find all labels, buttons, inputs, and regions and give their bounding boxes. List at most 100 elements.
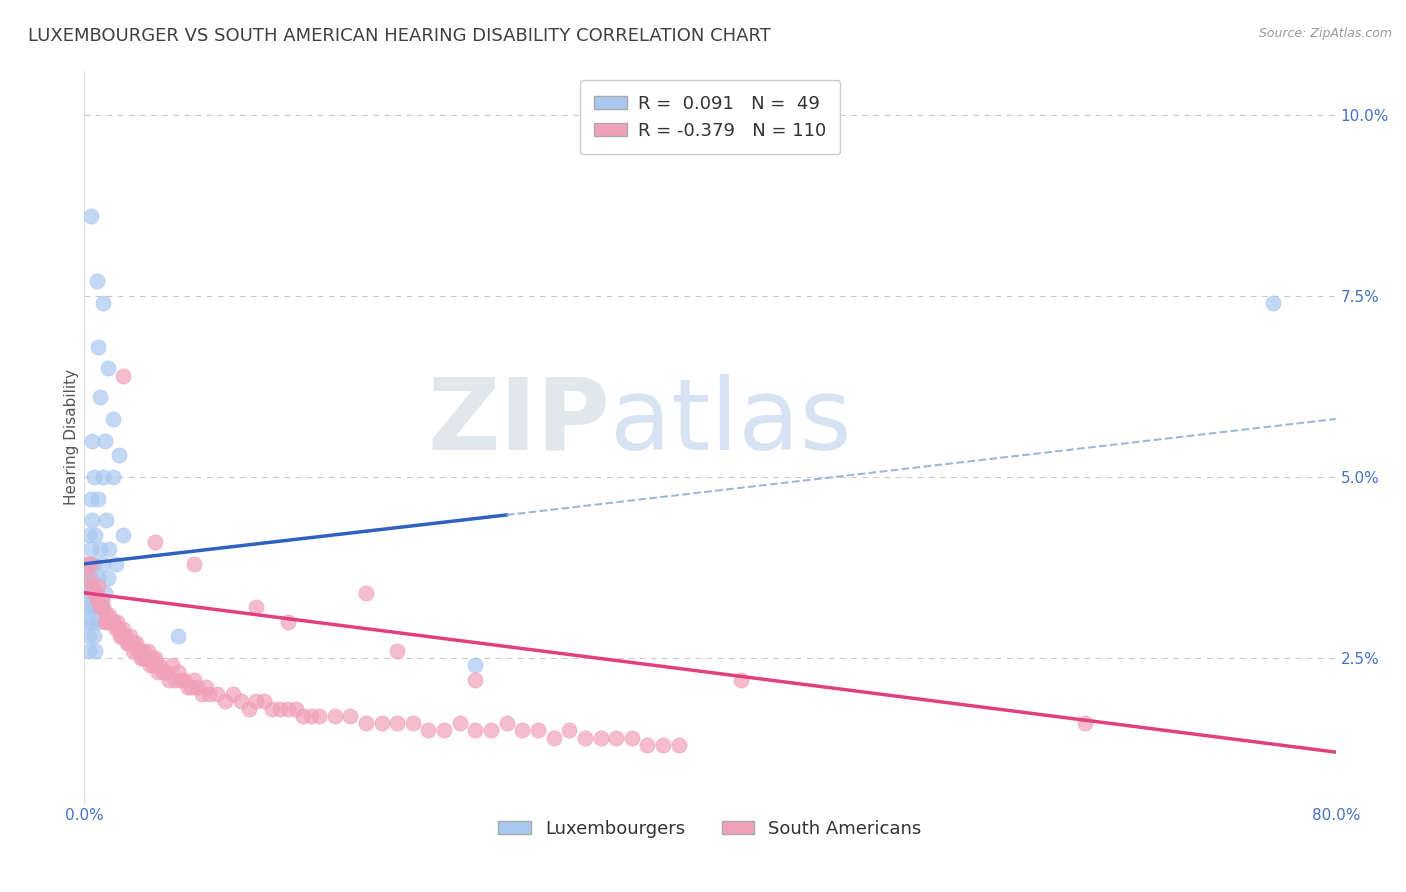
Point [79,491,101,506]
Point [83,557,105,571]
Legend: Luxembourgers, South Americans: Luxembourgers, South Americans [491,813,929,845]
Point [93,586,115,600]
Point [1074,716,1097,731]
Point [79,557,101,571]
Point [253,694,276,708]
Point [479,723,502,738]
Point [86,586,108,600]
Point [76,571,98,585]
Point [589,731,612,745]
Point [124,636,146,650]
Point [98,607,121,622]
Point [91,600,114,615]
Point [145,658,167,673]
Point [134,651,156,665]
Point [87,340,110,354]
Point [138,644,160,658]
Point [82,615,104,629]
Text: Source: ZipAtlas.com: Source: ZipAtlas.com [1258,27,1392,40]
Point [84,586,107,600]
Point [93,615,115,629]
Point [284,701,307,715]
Point [128,644,150,658]
Point [176,680,198,694]
Point [77,644,100,658]
Point [245,694,267,708]
Point [620,731,643,745]
Point [93,434,115,448]
Point [79,542,101,557]
Point [170,673,193,687]
Point [464,658,486,673]
Point [180,680,202,694]
Point [84,600,107,615]
Point [464,723,486,738]
Point [82,571,104,585]
Point [87,571,110,585]
Point [77,528,100,542]
Point [198,687,221,701]
Point [82,578,104,592]
Point [605,731,627,745]
Point [89,542,111,557]
Point [97,571,120,585]
Point [186,680,208,694]
Y-axis label: Hearing Disability: Hearing Disability [63,369,79,505]
Point [91,557,114,571]
Point [91,470,114,484]
Point [652,738,675,752]
Point [148,658,170,673]
Point [418,723,440,738]
Point [83,470,105,484]
Point [77,557,100,571]
Point [87,578,110,592]
Text: atlas: atlas [610,374,852,471]
Point [118,629,141,643]
Point [558,723,581,738]
Point [101,615,124,629]
Point [637,738,659,752]
Point [139,658,162,673]
Point [77,571,100,585]
Point [339,709,361,723]
Point [143,651,166,665]
Point [91,296,114,310]
Point [101,412,124,426]
Point [127,644,149,658]
Point [543,731,565,745]
Point [277,615,299,629]
Point [82,513,104,527]
Point [79,586,101,600]
Point [277,701,299,715]
Point [308,709,330,723]
Point [76,557,98,571]
Point [385,644,409,658]
Point [100,615,122,629]
Point [167,629,190,643]
Point [90,593,112,607]
Point [370,716,392,731]
Point [167,665,190,680]
Point [84,528,107,542]
Point [96,513,118,527]
Point [87,615,110,629]
Point [433,723,456,738]
Point [574,731,596,745]
Point [527,723,550,738]
Point [98,542,121,557]
Point [114,629,136,643]
Point [125,636,148,650]
Point [495,716,517,731]
Point [110,629,132,643]
Point [214,694,236,708]
Point [402,716,425,731]
Point [157,673,180,687]
Point [141,651,163,665]
Point [245,600,267,615]
Point [76,615,98,629]
Point [112,622,135,636]
Point [129,651,152,665]
Point [136,651,159,665]
Point [86,593,108,607]
Point [183,673,205,687]
